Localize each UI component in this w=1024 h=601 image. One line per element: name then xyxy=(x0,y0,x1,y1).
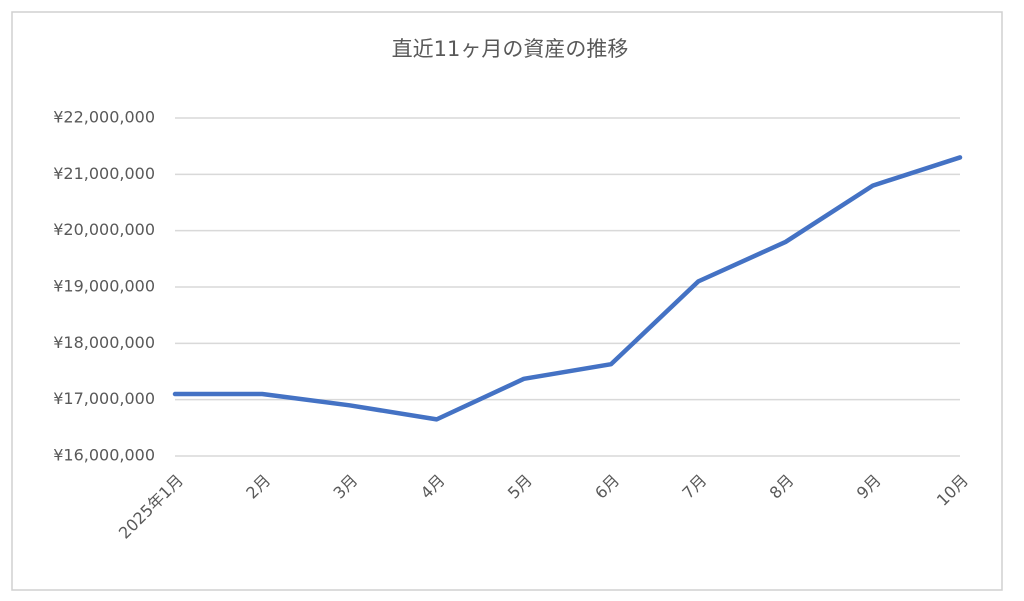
y-tick-label: ¥21,000,000 xyxy=(53,164,155,183)
y-tick-label: ¥22,000,000 xyxy=(53,108,155,127)
y-tick-label: ¥16,000,000 xyxy=(53,446,155,465)
y-tick-label: ¥20,000,000 xyxy=(53,220,155,239)
chart-title: 直近11ヶ月の資産の推移 xyxy=(392,37,629,61)
y-tick-label: ¥18,000,000 xyxy=(53,333,155,352)
y-tick-label: ¥17,000,000 xyxy=(53,389,155,408)
data-line xyxy=(172,155,963,422)
y-tick-label: ¥19,000,000 xyxy=(53,277,155,296)
chart-frame xyxy=(11,11,1003,591)
